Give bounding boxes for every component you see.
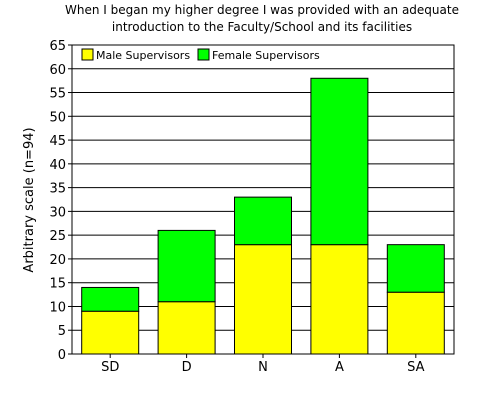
y-tick-label: 55 [49, 87, 66, 102]
y-tick-label: 45 [49, 134, 66, 149]
bar-female-n [234, 196, 292, 246]
y-tick-label: 65 [49, 39, 66, 54]
y-tick-label: 20 [49, 253, 66, 268]
plot-frame [71, 44, 455, 355]
y-tick-label: 0 [58, 348, 66, 363]
x-tick-label: D [182, 360, 192, 375]
legend: Male Supervisors Female Supervisors [81, 48, 320, 62]
bar-male-sa [386, 291, 445, 355]
y-tick-label: 25 [49, 229, 66, 244]
legend-swatch-female [197, 48, 210, 61]
y-tick-label: 50 [49, 110, 66, 125]
bar-male-d [157, 301, 216, 355]
y-tick-label: 10 [49, 300, 66, 315]
bars [81, 77, 445, 355]
bar-female-a [310, 77, 369, 246]
x-tick-label: SD [101, 360, 119, 375]
y-tick-label: 5 [58, 324, 66, 339]
bar-male-n [234, 244, 292, 355]
bar-male-a [310, 244, 369, 355]
bar-female-d [157, 229, 216, 303]
chart-title-line-2: introduction to the Faculty/School and i… [112, 20, 412, 34]
x-tick-label: N [258, 360, 268, 375]
legend-label-female: Female Supervisors [212, 49, 320, 62]
chart-title-line-1: When I began my higher degree I was prov… [65, 3, 459, 17]
legend-label-male: Male Supervisors [96, 49, 190, 62]
y-tick-label: 35 [49, 182, 66, 197]
axes: 0 5 10 15 20 25 30 35 40 45 50 55 60 65 SD D N A SA [49, 39, 455, 375]
y-axis-title: Arbitrary scale (n=94) [22, 127, 37, 272]
x-tick-label: A [335, 360, 344, 375]
y-tick-label: 60 [49, 63, 66, 78]
bar-female-sa [386, 244, 445, 293]
bar-female-sd [81, 286, 140, 312]
x-tick-label: SA [407, 360, 424, 375]
bar-male-sd [81, 310, 140, 355]
y-tick-label: 40 [49, 158, 66, 173]
legend-swatch-male [81, 48, 94, 61]
y-tick-label: 30 [49, 205, 66, 220]
y-tick-label: 15 [49, 277, 66, 292]
